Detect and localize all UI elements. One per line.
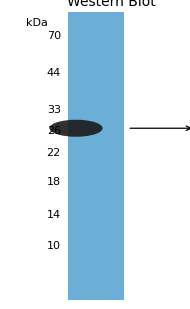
Text: 34kDa: 34kDa [130,123,190,133]
Ellipse shape [49,120,103,137]
Text: 14: 14 [47,210,61,220]
Text: 26: 26 [47,126,61,136]
Text: 44: 44 [47,68,61,78]
Text: 18: 18 [47,177,61,187]
Text: Western Blot: Western Blot [67,0,156,9]
Text: 22: 22 [47,148,61,158]
Text: 10: 10 [47,241,61,251]
Text: 33: 33 [47,105,61,115]
Text: kDa: kDa [26,18,48,28]
Bar [68,12,124,300]
Text: 70: 70 [47,31,61,40]
